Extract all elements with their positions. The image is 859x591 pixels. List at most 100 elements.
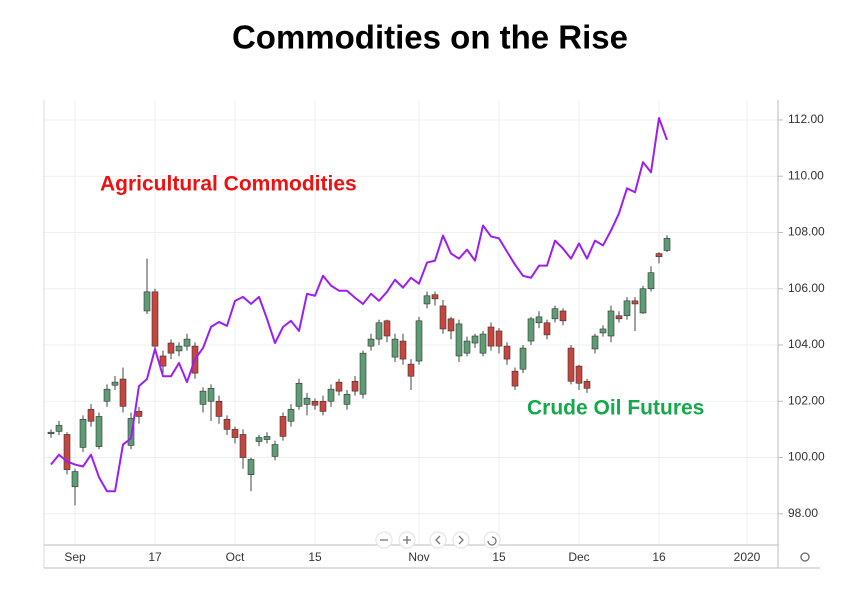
candle-body bbox=[663, 238, 671, 251]
candle-body bbox=[527, 318, 535, 342]
candle-body bbox=[167, 342, 175, 354]
candle-body bbox=[103, 388, 111, 402]
candle-body bbox=[615, 315, 623, 320]
candle-body bbox=[119, 378, 127, 407]
zoom-controls[interactable] bbox=[375, 531, 501, 549]
candle-body bbox=[455, 323, 463, 357]
candle-body bbox=[487, 326, 495, 347]
x-tick-label: 15 bbox=[308, 550, 322, 564]
candle-body bbox=[255, 437, 263, 442]
y-tick-label: 104.00 bbox=[788, 337, 825, 351]
candle-body bbox=[575, 365, 583, 384]
candle-body bbox=[471, 335, 479, 344]
candle-body bbox=[207, 388, 215, 402]
x-tick-label: Sep bbox=[64, 550, 86, 564]
candle-body bbox=[407, 363, 415, 377]
candle-body bbox=[247, 459, 255, 475]
x-tick-label: 16 bbox=[652, 550, 666, 564]
candle-body bbox=[279, 416, 287, 437]
candle-body bbox=[631, 300, 639, 305]
candle-body bbox=[511, 370, 519, 387]
candle-body bbox=[431, 294, 439, 300]
x-tick-label: 17 bbox=[148, 550, 162, 564]
candle-body bbox=[271, 444, 279, 457]
candle-body bbox=[79, 418, 87, 448]
candle-body bbox=[319, 400, 327, 412]
x-tick-label: Dec bbox=[568, 550, 589, 564]
candle-body bbox=[503, 345, 511, 360]
candle-body bbox=[159, 355, 167, 367]
candle-body bbox=[327, 388, 335, 402]
candle-body bbox=[519, 347, 527, 370]
reset-icon bbox=[487, 536, 497, 546]
candle-body bbox=[567, 347, 575, 382]
candle-body bbox=[463, 340, 471, 354]
candle-body bbox=[599, 328, 607, 334]
candle-body bbox=[439, 305, 447, 330]
chart-title: Commodities on the Rise bbox=[232, 19, 628, 56]
candle-body bbox=[151, 291, 159, 347]
candle-body bbox=[223, 418, 231, 430]
candle-body bbox=[551, 308, 559, 320]
scroll-left-button[interactable] bbox=[429, 531, 447, 549]
candle-body bbox=[559, 310, 567, 322]
candle-body bbox=[415, 320, 423, 362]
candle-body bbox=[423, 295, 431, 305]
candle-body bbox=[535, 316, 543, 324]
candle-body bbox=[495, 330, 503, 347]
candle-body bbox=[199, 390, 207, 405]
y-tick-label: 110.00 bbox=[788, 168, 824, 182]
candle-body bbox=[87, 409, 95, 422]
candle-body bbox=[55, 425, 63, 432]
candle-body bbox=[311, 400, 319, 406]
candle-body bbox=[399, 340, 407, 360]
settings-icon bbox=[800, 552, 810, 562]
candle-body bbox=[391, 338, 399, 358]
candle-body bbox=[359, 352, 367, 395]
series-label: Agricultural Commodities bbox=[100, 173, 357, 196]
candle-body bbox=[583, 380, 591, 389]
x-tick-label: Oct bbox=[226, 550, 245, 564]
candle-body bbox=[335, 381, 343, 392]
settings-button[interactable] bbox=[800, 552, 810, 562]
x-tick-label: 2020 bbox=[734, 550, 761, 564]
candle-body bbox=[367, 338, 375, 347]
candle-body bbox=[623, 300, 631, 317]
x-tick-label: Nov bbox=[408, 550, 429, 564]
reset-button[interactable] bbox=[483, 531, 501, 549]
candle-body bbox=[47, 431, 55, 435]
candle-body bbox=[543, 322, 551, 336]
candle-body bbox=[383, 320, 391, 337]
candle-body bbox=[287, 409, 295, 422]
series-label: Crude Oil Futures bbox=[527, 397, 704, 420]
candle-body bbox=[647, 272, 655, 290]
candle-body bbox=[215, 400, 223, 417]
y-tick-label: 108.00 bbox=[788, 225, 825, 239]
candle-body bbox=[183, 338, 191, 347]
candle-body bbox=[639, 288, 647, 314]
candle-body bbox=[447, 318, 455, 332]
candle-body bbox=[71, 471, 79, 488]
y-tick-label: 102.00 bbox=[788, 393, 825, 407]
candle-body bbox=[655, 253, 663, 257]
y-tick-label: 100.00 bbox=[788, 450, 825, 464]
y-tick-label: 112.00 bbox=[788, 112, 824, 126]
line-series bbox=[50, 117, 668, 493]
scroll-right-icon bbox=[458, 535, 464, 545]
candle-body bbox=[239, 434, 247, 458]
candle-body bbox=[263, 436, 271, 440]
candle-body bbox=[95, 416, 103, 447]
candle-body bbox=[479, 333, 487, 354]
scroll-left-icon bbox=[435, 535, 441, 545]
candle-body bbox=[135, 411, 143, 417]
candle-body bbox=[295, 382, 303, 407]
candle-body bbox=[143, 291, 151, 312]
candle-body bbox=[375, 322, 383, 340]
candle-body bbox=[591, 335, 599, 350]
candle-body bbox=[607, 310, 615, 337]
candle-body bbox=[231, 429, 239, 438]
candle-body bbox=[175, 345, 183, 352]
scroll-right-button[interactable] bbox=[452, 531, 470, 549]
y-tick-label: 98.00 bbox=[788, 506, 818, 520]
